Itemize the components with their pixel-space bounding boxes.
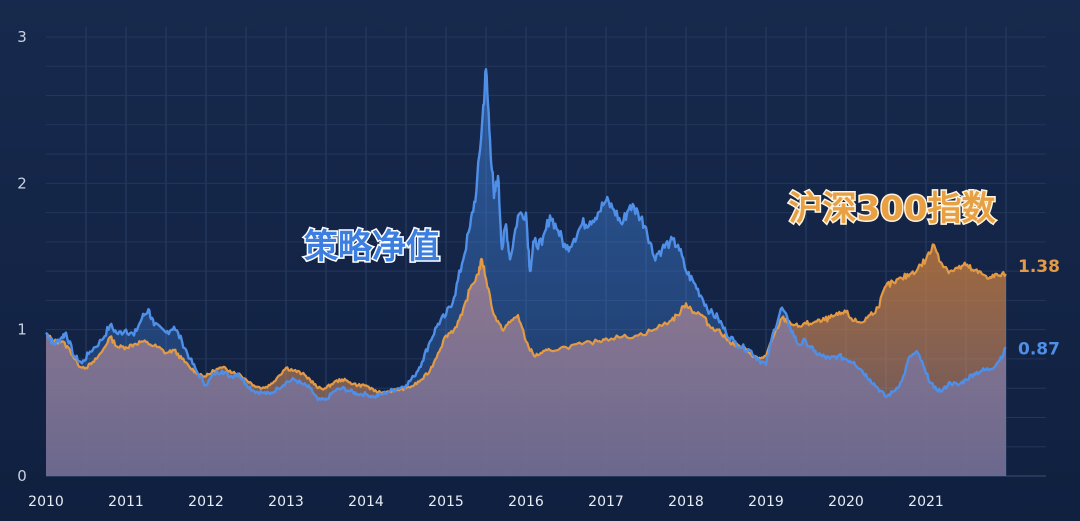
y-tick-label: 1 xyxy=(17,321,27,339)
x-tick-label: 2013 xyxy=(268,494,304,510)
hs300-end-value: 1.38 xyxy=(1018,257,1060,277)
x-tick-label: 2019 xyxy=(748,494,784,510)
line-layer xyxy=(45,68,1007,402)
y-tick-label: 2 xyxy=(17,174,27,192)
strategy-end-value: 0.87 xyxy=(1018,340,1060,360)
x-tick-label: 2021 xyxy=(908,494,944,510)
area-layer xyxy=(46,69,1006,476)
x-tick-label: 2010 xyxy=(28,494,64,510)
strategy-line xyxy=(45,68,1007,402)
x-tick-label: 2014 xyxy=(348,494,384,510)
x-tick-label: 2011 xyxy=(108,494,144,510)
label-layer: 2010 2011 2012 2013 2014 2015 2016 2017 2018 2019… xyxy=(17,28,1060,510)
hs300-series-label: 沪深300指数 xyxy=(789,189,996,229)
x-tick-label: 2015 xyxy=(428,494,464,510)
x-tick-label: 2020 xyxy=(828,494,864,510)
x-tick-label: 2016 xyxy=(508,494,544,510)
x-tick-label: 2018 xyxy=(668,494,704,510)
x-tick-label: 2017 xyxy=(588,494,624,510)
strategy-series-label: 策略净值 xyxy=(304,227,440,267)
y-tick-label: 3 xyxy=(17,28,27,46)
y-tick-label: 0 xyxy=(17,467,27,485)
x-tick-label: 2012 xyxy=(188,494,224,510)
